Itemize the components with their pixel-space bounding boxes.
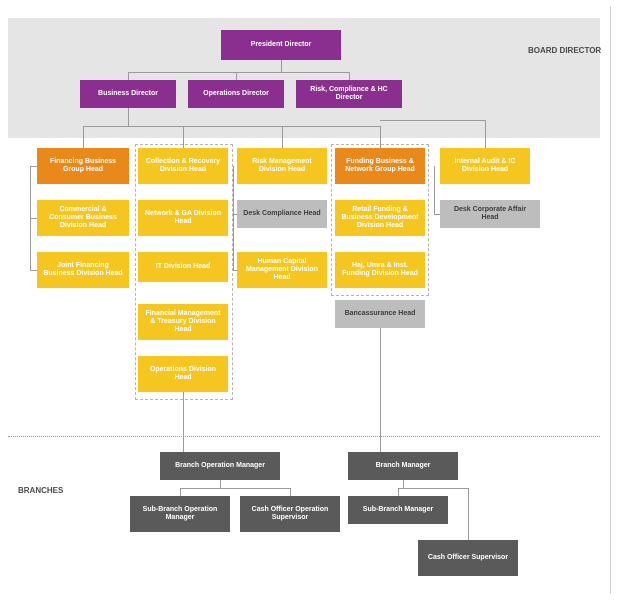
node-internal-audit: Internal Audit & IC Division Head — [440, 148, 530, 184]
node-fin-mgmt-treasury: Financial Management & Treasury Division… — [138, 304, 228, 340]
connector — [128, 72, 129, 80]
node-network-ga-label: Network & GA Division Head — [144, 210, 222, 226]
node-desk-compliance-label: Desk Compliance Head — [243, 210, 320, 218]
node-fin-mgmt-treasury-label: Financial Management & Treasury Division… — [144, 310, 222, 334]
connector — [485, 120, 486, 148]
node-ops-division: Operations Division Head — [138, 356, 228, 392]
node-sub-branch-mgr: Sub-Branch Manager — [348, 496, 448, 524]
node-cash-officer-sup-label: Cash Officer Supervisor — [428, 554, 508, 562]
connector — [128, 72, 349, 73]
node-funding-group-head-label: Funding Business & Network Group Head — [341, 158, 419, 174]
node-joint-financing: Joint Financing Business Division Head — [37, 252, 129, 288]
node-bancassurance: Bancassurance Head — [335, 300, 425, 328]
node-it-division-label: IT Division Head — [156, 263, 210, 271]
connector — [380, 126, 381, 148]
org-chart-stage: BOARD DIRECTOR BRANCHES President Director… — [0, 0, 618, 600]
node-sub-branch-ops-mgr-label: Sub-Branch Operation Manager — [136, 506, 224, 522]
node-human-capital-label: Human Capital Management Division Head — [243, 258, 321, 282]
branches-label: BRANCHES — [18, 486, 63, 495]
node-haj-umra-label: Haj, Umra & Inst. Funding Division Head — [341, 262, 419, 278]
connector — [403, 480, 404, 488]
node-risk-management-label: Risk Management Division Head — [243, 158, 321, 174]
node-it-division: IT Division Head — [138, 252, 228, 282]
node-sub-branch-ops-mgr: Sub-Branch Operation Manager — [130, 496, 230, 532]
node-business-director-label: Business Director — [98, 90, 158, 98]
node-collection-recovery: Collection & Recovery Division Head — [138, 148, 228, 184]
connector — [233, 166, 234, 270]
connector — [30, 270, 37, 271]
node-retail-funding: Retail Funding & Business Development Di… — [335, 200, 425, 236]
node-retail-funding-label: Retail Funding & Business Development Di… — [341, 206, 419, 230]
node-financing-group-head: Financing Business Group Head — [37, 148, 129, 184]
connector — [236, 72, 237, 80]
node-desk-compliance: Desk Compliance Head — [237, 200, 327, 228]
connector — [180, 488, 290, 489]
connector — [398, 488, 399, 496]
node-cash-officer-sup: Cash Officer Supervisor — [418, 540, 518, 576]
connector — [434, 166, 435, 214]
node-branch-mgr: Branch Manager — [348, 452, 458, 480]
node-branch-mgr-label: Branch Manager — [376, 462, 431, 470]
node-human-capital: Human Capital Management Division Head — [237, 252, 327, 288]
node-risk-director-label: Risk, Compliance & HC Director — [302, 86, 396, 102]
node-operations-director: Operations Director — [188, 80, 284, 108]
connector — [282, 126, 283, 148]
node-branch-ops-mgr-label: Branch Operation Manager — [175, 462, 265, 470]
section-separator — [8, 436, 600, 437]
connector — [220, 480, 221, 488]
node-collection-recovery-label: Collection & Recovery Division Head — [144, 158, 222, 174]
node-sub-branch-mgr-label: Sub-Branch Manager — [363, 506, 433, 514]
node-president-director-label: President Director — [251, 41, 312, 49]
connector — [468, 488, 469, 540]
node-ops-division-label: Operations Division Head — [144, 366, 222, 382]
connector — [281, 60, 282, 72]
node-business-director: Business Director — [80, 80, 176, 108]
node-risk-director: Risk, Compliance & HC Director — [296, 80, 402, 108]
connector — [380, 120, 485, 121]
node-cash-officer-ops-sup: Cash Officer Operation Supervisor — [240, 496, 340, 532]
node-haj-umra: Haj, Umra & Inst. Funding Division Head — [335, 252, 425, 288]
connector — [180, 488, 181, 496]
node-internal-audit-label: Internal Audit & IC Division Head — [446, 158, 524, 174]
node-desk-corp-affair-label: Desk Corporate Affair Head — [446, 206, 534, 222]
node-branch-ops-mgr: Branch Operation Manager — [160, 452, 280, 480]
connector — [349, 72, 350, 80]
connector — [83, 126, 84, 148]
board-director-label: BOARD DIRECTOR — [528, 46, 601, 55]
connector — [30, 218, 37, 219]
connector — [183, 126, 184, 148]
node-cash-officer-ops-sup-label: Cash Officer Operation Supervisor — [246, 506, 334, 522]
node-bancassurance-label: Bancassurance Head — [345, 310, 416, 318]
node-risk-management: Risk Management Division Head — [237, 148, 327, 184]
node-commercial-consumer-label: Commercial & Consumer Business Division … — [43, 206, 123, 230]
node-president-director: President Director — [221, 30, 341, 60]
node-operations-director-label: Operations Director — [203, 90, 269, 98]
connector — [30, 166, 37, 167]
connector — [128, 108, 129, 126]
connector — [380, 328, 381, 452]
node-network-ga: Network & GA Division Head — [138, 200, 228, 236]
node-financing-group-head-label: Financing Business Group Head — [43, 158, 123, 174]
node-funding-group-head: Funding Business & Network Group Head — [335, 148, 425, 184]
connector — [290, 488, 291, 496]
node-joint-financing-label: Joint Financing Business Division Head — [43, 262, 123, 278]
node-desk-corp-affair: Desk Corporate Affair Head — [440, 200, 540, 228]
node-commercial-consumer: Commercial & Consumer Business Division … — [37, 200, 129, 236]
connector — [398, 488, 468, 489]
connector — [183, 392, 184, 452]
connector — [83, 126, 380, 127]
